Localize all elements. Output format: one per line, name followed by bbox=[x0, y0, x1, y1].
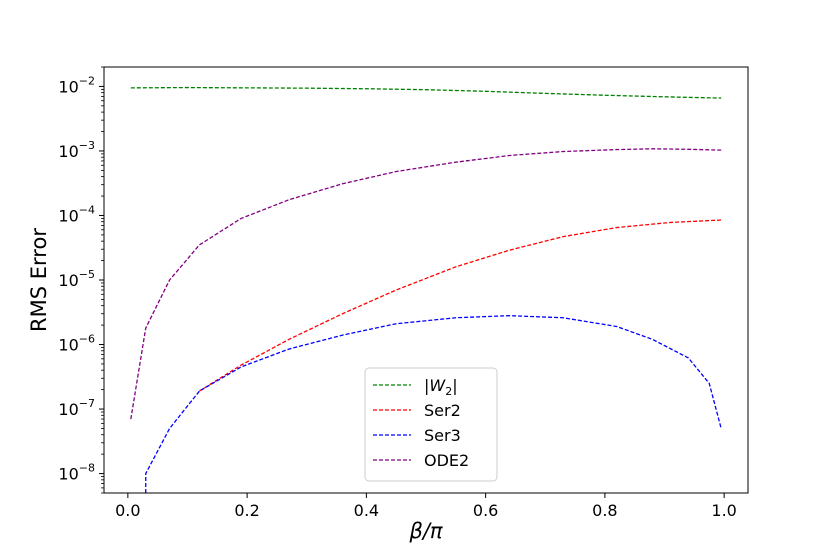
legend-label: |W2| bbox=[424, 376, 458, 398]
legend-box bbox=[364, 367, 498, 482]
y-tick-label-exponent: −5 bbox=[79, 268, 95, 281]
y-tick-label-exponent: −4 bbox=[79, 203, 95, 216]
y-tick-label-exponent: −8 bbox=[79, 462, 95, 475]
y-tick-label-base: 10 bbox=[58, 336, 78, 355]
legend-label: Ser3 bbox=[424, 426, 461, 445]
y-axis: 10−810−710−610−510−410−310−2 bbox=[58, 66, 104, 494]
y-tick-label-exponent: −3 bbox=[79, 139, 95, 152]
legend-label: Ser2 bbox=[424, 401, 461, 420]
y-tick-label: 10−3 bbox=[58, 139, 95, 161]
y-tick-label-base: 10 bbox=[58, 465, 78, 484]
series-line-ode2 bbox=[130, 148, 722, 420]
series-line-ser2 bbox=[199, 219, 722, 392]
y-tick-label-base: 10 bbox=[58, 77, 78, 96]
x-tick-label: 0.0 bbox=[115, 501, 140, 520]
y-tick-label-exponent: −6 bbox=[79, 333, 95, 346]
y-tick-label: 10−5 bbox=[58, 268, 95, 290]
y-tick-label: 10−2 bbox=[58, 74, 95, 96]
y-axis-label: RMS Error bbox=[27, 228, 51, 332]
legend-label-part: W bbox=[429, 376, 446, 395]
legend-label: ODE2 bbox=[424, 451, 469, 470]
x-axis: 0.0 0.2 0.4 0.6 0.8 1.0 bbox=[115, 493, 737, 520]
series-line-ser3 bbox=[145, 315, 722, 493]
legend-label-part: | bbox=[452, 376, 457, 395]
x-tick-label: 0.2 bbox=[234, 501, 259, 520]
series-line-w2 bbox=[130, 86, 722, 99]
legend-label-part: | bbox=[424, 376, 429, 395]
x-axis-label: β/π bbox=[408, 519, 442, 543]
y-tick-label: 10−7 bbox=[58, 397, 95, 419]
y-tick-label: 10−4 bbox=[58, 203, 95, 225]
y-tick-label-base: 10 bbox=[58, 142, 78, 161]
y-tick-label-exponent: −7 bbox=[79, 397, 95, 410]
x-tick-label: 1.0 bbox=[711, 501, 736, 520]
y-tick-label-base: 10 bbox=[58, 400, 78, 419]
y-tick-label-exponent: −2 bbox=[79, 74, 95, 87]
legend-label-subscript: 2 bbox=[445, 385, 452, 398]
series-layer bbox=[130, 86, 722, 493]
y-tick-label-base: 10 bbox=[58, 271, 78, 290]
x-tick-label: 0.8 bbox=[592, 501, 617, 520]
y-tick-label: 10−8 bbox=[58, 462, 95, 484]
x-tick-label: 0.4 bbox=[354, 501, 379, 520]
y-tick-label-base: 10 bbox=[58, 206, 78, 225]
y-tick-label: 10−6 bbox=[58, 333, 95, 355]
x-tick-label: 0.6 bbox=[473, 501, 498, 520]
